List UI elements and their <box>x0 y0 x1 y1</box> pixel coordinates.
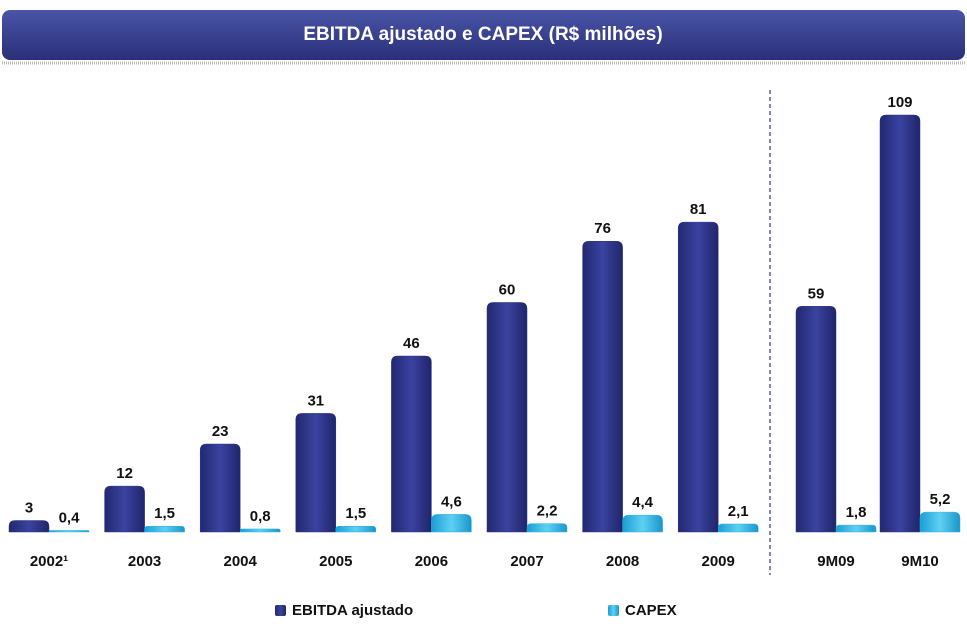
value-label: 46 <box>403 335 420 352</box>
value-label: 4,6 <box>441 493 462 510</box>
value-label: 1,5 <box>154 505 175 522</box>
bar <box>335 526 377 533</box>
legend-label: CAPEX <box>625 602 677 619</box>
value-label: 1,5 <box>345 505 366 522</box>
bar <box>795 306 837 533</box>
value-label: 23 <box>212 423 229 440</box>
x-tick-label: 2008 <box>606 553 639 570</box>
bar <box>104 485 145 533</box>
x-tick-label: 9M10 <box>901 553 939 570</box>
legend-swatch <box>608 605 619 616</box>
bar <box>919 511 961 533</box>
value-label: 5,2 <box>930 491 951 508</box>
bar <box>239 528 281 533</box>
value-label: 31 <box>307 392 324 409</box>
x-tick-label: 2004 <box>224 553 258 570</box>
chart-title: EBITDA ajustado e CAPEX (R$ milhões) <box>303 24 662 45</box>
bar <box>582 240 623 533</box>
x-tick-label: 2007 <box>510 553 543 570</box>
value-label: 3 <box>25 499 33 516</box>
value-label: 76 <box>594 220 611 237</box>
bar <box>48 530 90 533</box>
x-tick-label: 2005 <box>319 553 352 570</box>
value-label: 4,4 <box>632 494 654 511</box>
value-label: 2,1 <box>728 503 749 520</box>
value-label: 109 <box>887 94 912 111</box>
bar <box>526 523 568 533</box>
value-label: 81 <box>690 201 707 218</box>
bar <box>295 413 337 533</box>
bar <box>391 355 432 533</box>
value-label: 59 <box>808 285 825 302</box>
bar <box>717 523 759 533</box>
bar <box>431 514 472 533</box>
title-banner <box>2 10 965 60</box>
x-tick-label: 2006 <box>415 553 448 570</box>
value-label: 1,8 <box>846 504 867 521</box>
x-tick-label: 2002¹ <box>30 553 68 570</box>
bar <box>879 114 921 533</box>
legend-swatch <box>275 605 286 616</box>
value-label: 12 <box>116 465 133 482</box>
x-tick-label: 2003 <box>128 553 161 570</box>
bar <box>144 526 185 533</box>
value-label: 0,8 <box>250 508 271 525</box>
value-label: 0,4 <box>59 509 81 526</box>
bar <box>835 524 877 533</box>
value-label: 60 <box>499 281 516 298</box>
x-tick-label: 9M09 <box>817 553 855 570</box>
bar <box>677 221 719 533</box>
bar <box>622 514 663 533</box>
value-label: 2,2 <box>537 503 558 520</box>
x-tick-label: 2009 <box>702 553 735 570</box>
bar <box>8 520 50 533</box>
legend-label: EBITDA ajustado <box>292 602 413 619</box>
bar <box>199 443 241 533</box>
bar <box>486 302 528 533</box>
